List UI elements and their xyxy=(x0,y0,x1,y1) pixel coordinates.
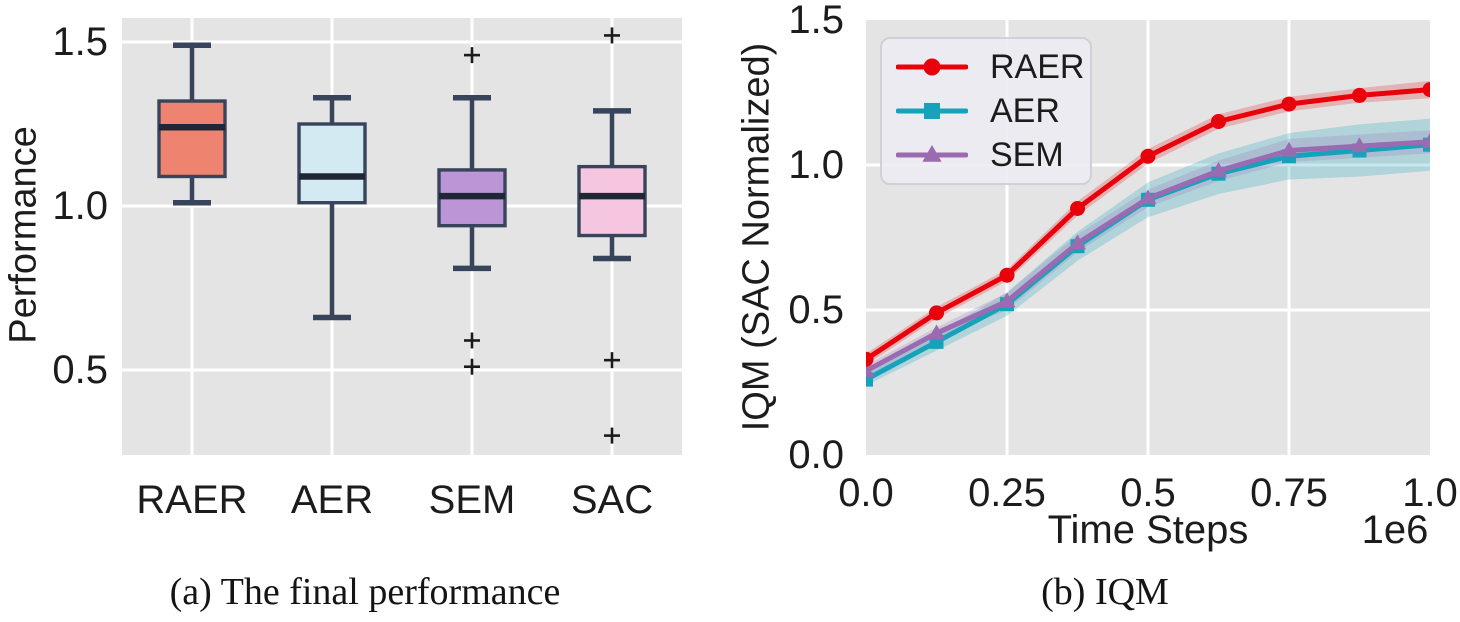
sem-series xyxy=(866,133,1430,377)
y-axis-label-performance: Performance xyxy=(2,126,45,344)
raer-marker xyxy=(1211,114,1226,129)
x-tick-label-1_0: 1.0 xyxy=(1402,471,1458,515)
x-tick-label-0_75: 0.75 xyxy=(1250,471,1328,515)
raer-marker xyxy=(1352,87,1367,103)
x-category-label-sem: SEM xyxy=(428,478,516,522)
raer-marker xyxy=(1281,96,1297,112)
x-axis-offset-label: 1e6 xyxy=(1361,508,1429,552)
raer-legend-marker xyxy=(923,58,941,76)
raer-marker xyxy=(866,351,874,367)
legend-item-raer: RAER xyxy=(896,45,1084,89)
legend-label-raer: RAER xyxy=(990,47,1085,86)
raer-marker xyxy=(1422,82,1430,98)
y-tick-label-0_0: 0.0 xyxy=(788,433,844,477)
legend-sample-aer-icon xyxy=(896,103,968,119)
x-category-label-aer: AER xyxy=(290,478,374,522)
legend-item-sem: SEM xyxy=(896,133,1080,177)
raer-box xyxy=(157,42,227,206)
aer-marker xyxy=(866,372,873,387)
sem-marker xyxy=(1351,137,1368,153)
y-tick-label-0_5: 0.5 xyxy=(52,348,108,392)
legend-sample-raer-icon xyxy=(896,58,968,76)
legend: RAER AER SEM xyxy=(880,37,1092,185)
y-tick-label-1_0: 1.0 xyxy=(788,143,844,187)
legend-label-aer: AER xyxy=(990,91,1060,130)
sem-marker xyxy=(1210,162,1227,177)
x-axis-label-time-steps: Time Steps xyxy=(1047,508,1249,552)
legend-sample-sem-icon xyxy=(896,145,968,162)
raer-marker xyxy=(929,305,944,321)
figure-b-iqm: IQM (SAC Normalized) 1.5 1.0 0.5 0.0 RAE… xyxy=(730,0,1460,622)
caption-a: (a) The final performance xyxy=(169,571,561,613)
boxplot-canvas xyxy=(122,18,682,455)
raer-iqr-box xyxy=(157,99,227,179)
sac-iqr-box xyxy=(577,164,647,238)
caption-b: (b) IQM xyxy=(1041,571,1169,613)
figure-a-final-performance: Performance 1.5 1.0 0.5 RAER AER SEM SAC… xyxy=(2,18,682,613)
raer-series xyxy=(866,82,1430,367)
legend-label-sem: SEM xyxy=(990,135,1064,174)
sac-box xyxy=(577,27,647,444)
y-tick-label-1_5: 1.5 xyxy=(788,0,844,42)
x-category-label-sac: SAC xyxy=(570,478,654,522)
aer-box xyxy=(297,95,367,321)
sem-marker xyxy=(1139,189,1157,205)
y-tick-label-1_5: 1.5 xyxy=(52,20,108,64)
x-tick-label-0_0: 0.0 xyxy=(838,471,894,515)
raer-marker xyxy=(1140,148,1156,164)
x-category-label-raer: RAER xyxy=(136,478,248,522)
aer-iqr-box xyxy=(297,122,367,205)
sem-marker xyxy=(998,292,1016,308)
sem-box xyxy=(437,47,507,375)
sem-marker xyxy=(1280,141,1298,157)
legend-item-aer: AER xyxy=(896,89,1080,133)
sem-marker xyxy=(1069,234,1086,250)
y-tick-label-0_5: 0.5 xyxy=(788,288,844,332)
y-axis-label-iqm: IQM (SAC Normalized) xyxy=(735,42,778,432)
aer-legend-marker xyxy=(924,103,940,119)
x-tick-label-0_5: 0.5 xyxy=(1120,471,1176,515)
y-tick-label-1_0: 1.0 xyxy=(52,184,108,228)
sem-marker xyxy=(928,324,945,340)
sem-confidence-band xyxy=(866,130,1430,377)
sem-legend-marker xyxy=(922,145,942,162)
raer-marker xyxy=(1070,201,1085,216)
x-tick-label-0_25: 0.25 xyxy=(968,471,1046,515)
raer-marker xyxy=(999,267,1015,283)
